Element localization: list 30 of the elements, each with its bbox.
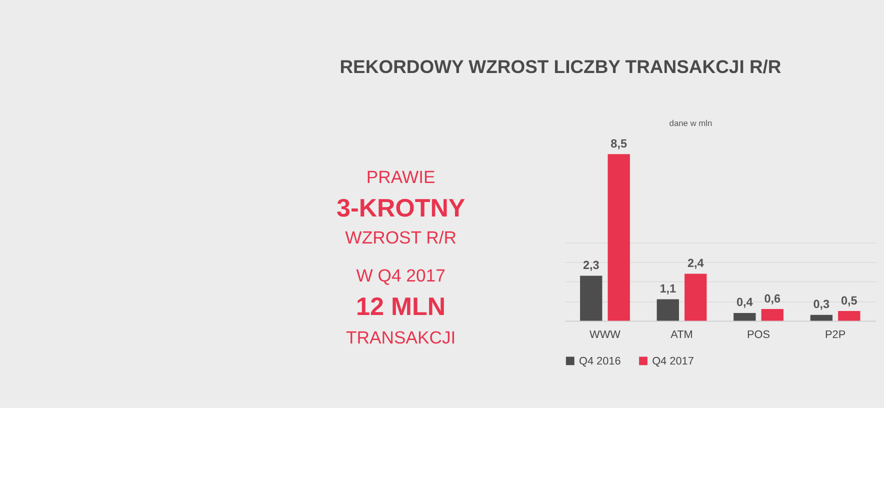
- legend-label: Q4 2016: [578, 355, 621, 368]
- bar: [656, 299, 679, 321]
- data-label: 8,5: [610, 137, 628, 150]
- data-label: 1,1: [660, 282, 677, 296]
- text: dane w mln: [669, 118, 713, 128]
- text: 3-KROTNY: [336, 194, 466, 223]
- chart-title: REKORDOWY WZROST LICZBY TRANSAKCJI R/R: [340, 56, 782, 77]
- text: 12 MLN: [356, 292, 446, 321]
- data-label: 0,4: [736, 296, 754, 310]
- text: PRAWIE: [366, 166, 436, 187]
- x-tick-label: ATM: [670, 329, 693, 342]
- data-label: 0,5: [840, 294, 858, 308]
- bar: [734, 312, 756, 321]
- x-tick-label: WWW: [590, 329, 622, 342]
- bar: [608, 154, 630, 321]
- x-tick-label: POS: [747, 329, 770, 342]
- data-label: 2,4: [687, 257, 704, 270]
- bar: [810, 314, 833, 321]
- bar: [761, 309, 784, 321]
- text: TRANSAKCJI: [346, 327, 456, 348]
- data-label: 0,3: [813, 298, 830, 312]
- text: W Q4 2017: [356, 265, 446, 286]
- bar: [580, 276, 602, 321]
- data-label: 2,3: [582, 258, 600, 272]
- text: WZROST R/R: [345, 227, 456, 248]
- data-label: 0,6: [764, 292, 782, 306]
- x-tick-label: P2P: [824, 329, 846, 342]
- bar: [684, 274, 707, 321]
- bar: [838, 311, 860, 321]
- legend-label: Q4 2017: [652, 355, 694, 368]
